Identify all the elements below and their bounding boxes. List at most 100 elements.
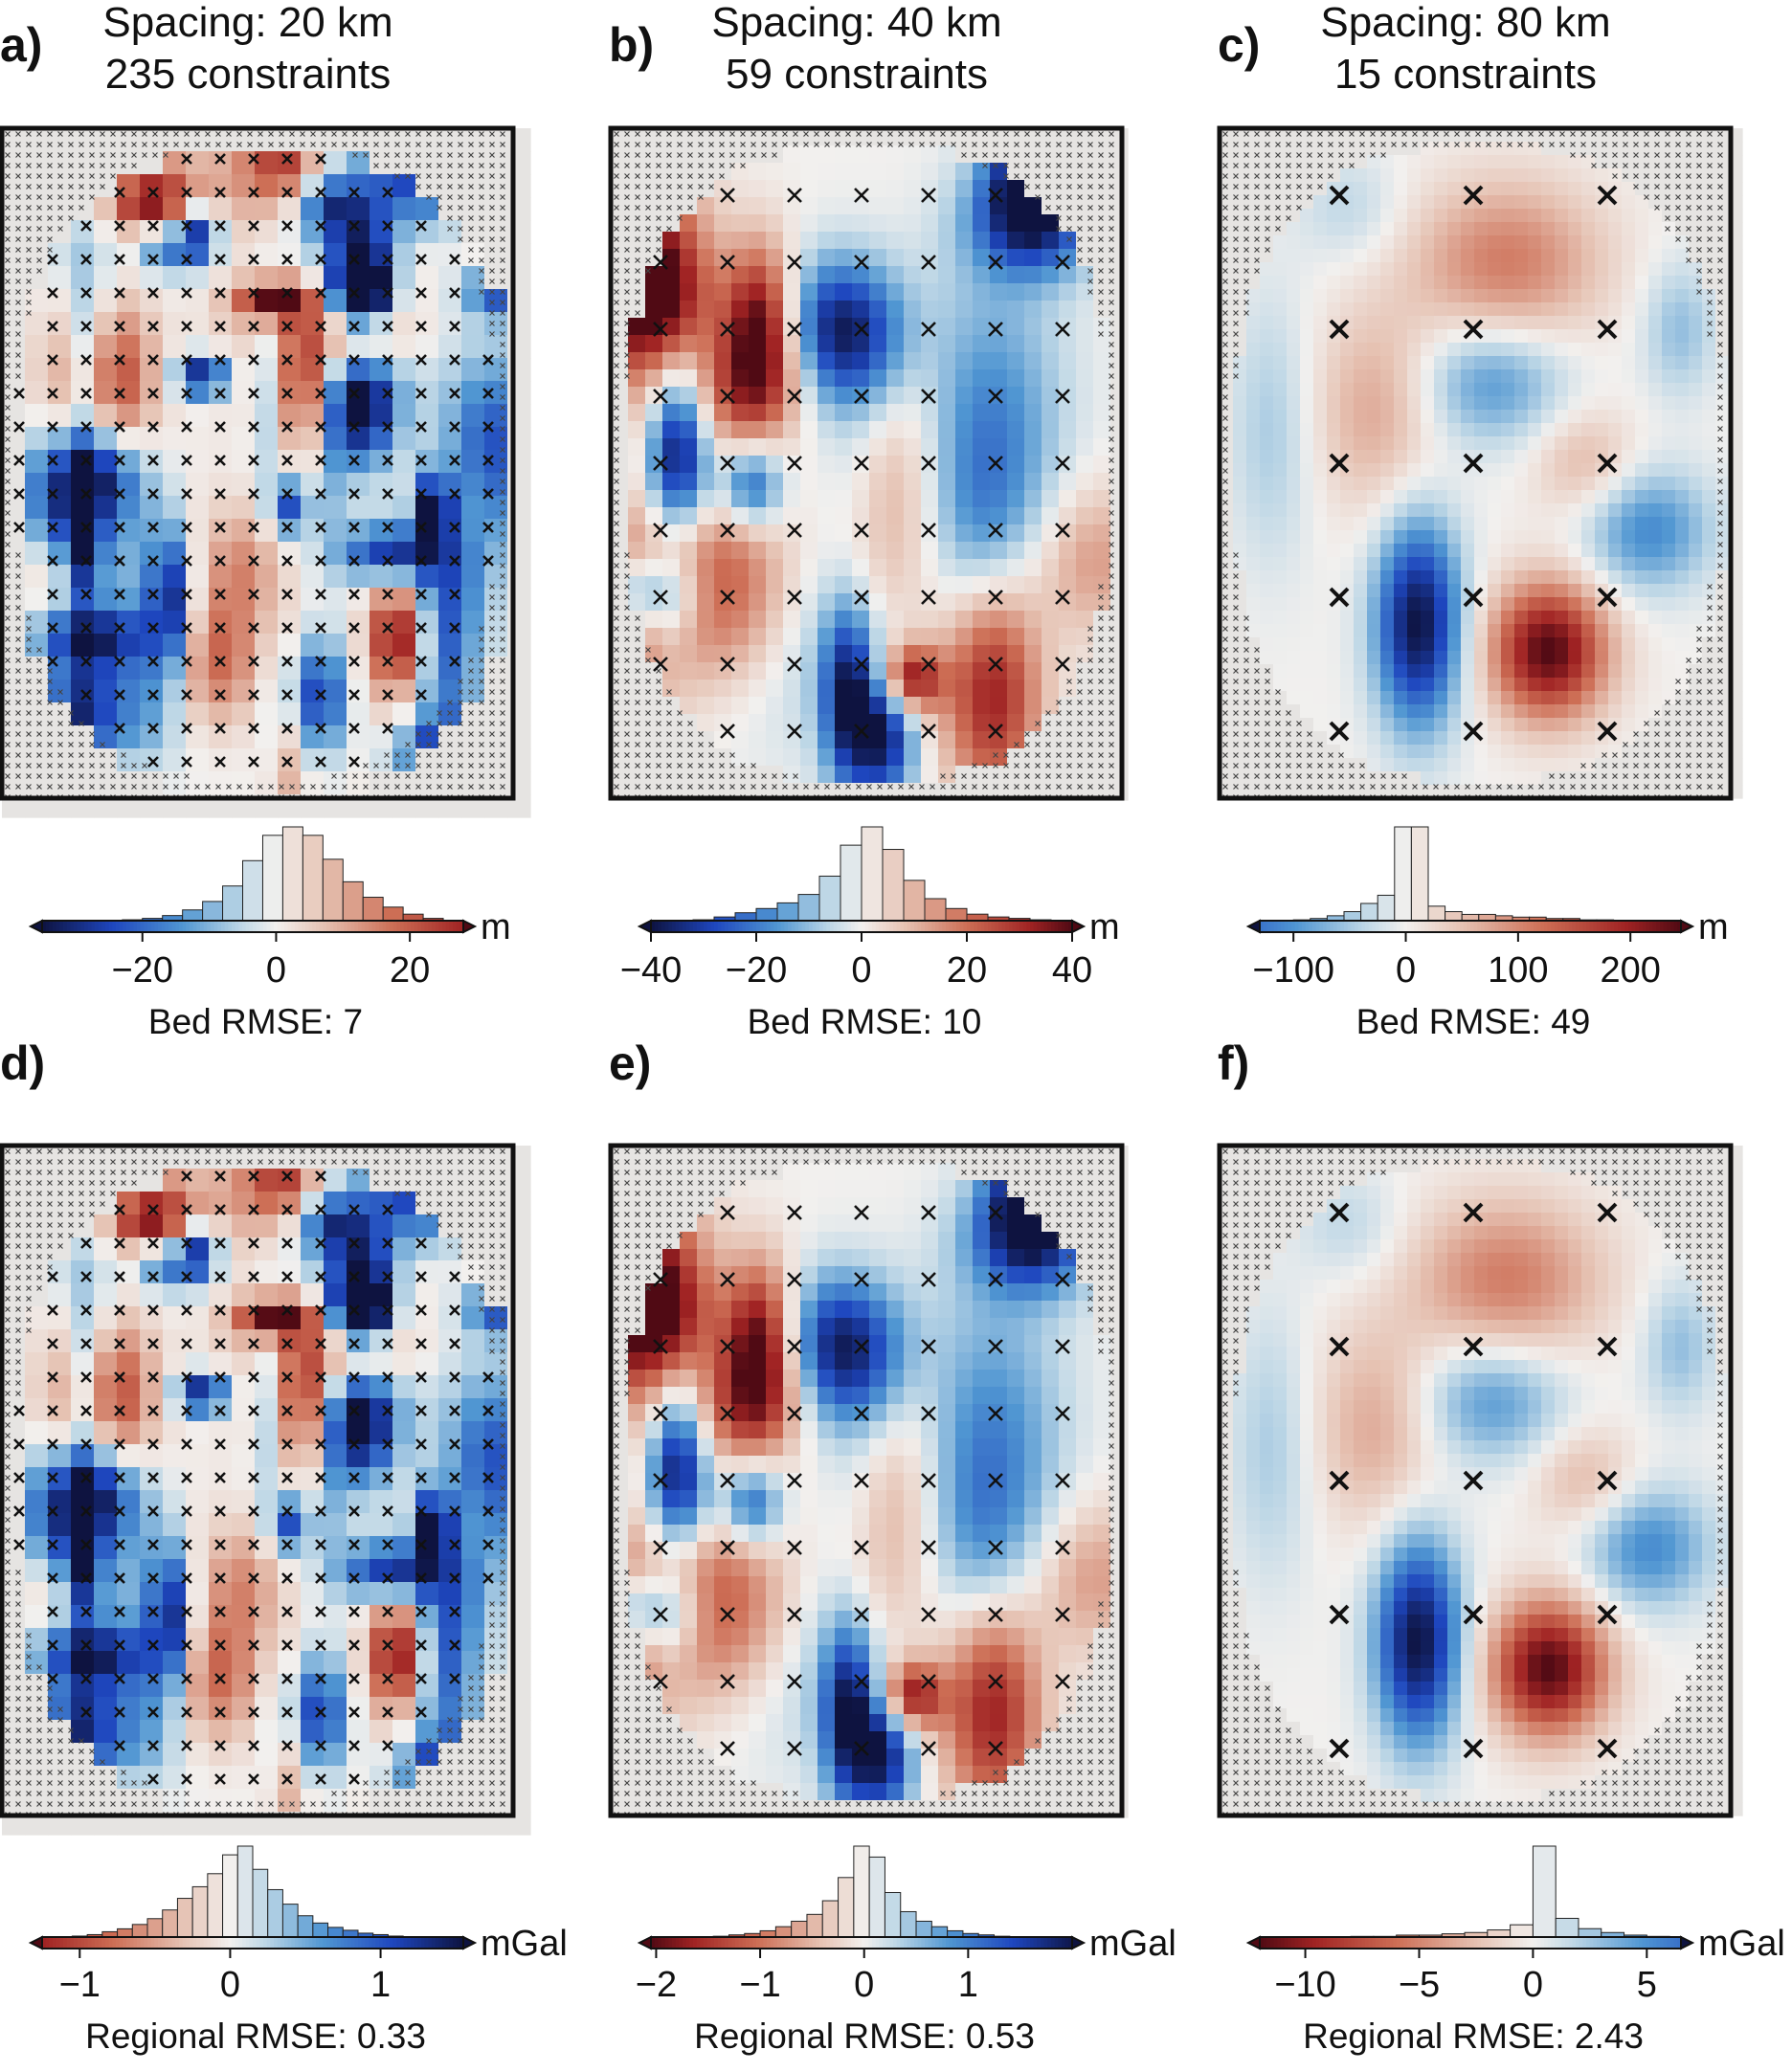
map-cell — [1007, 628, 1025, 646]
map-cell — [117, 496, 141, 520]
map-cell — [1447, 182, 1462, 196]
outside-cell — [611, 387, 629, 405]
map-cell — [392, 588, 416, 612]
map-cell — [766, 301, 784, 319]
map-cell — [1024, 352, 1042, 370]
outside-cell — [662, 145, 681, 164]
colorbar-segment — [267, 921, 271, 932]
colorbar-segment — [326, 921, 330, 932]
map-cell — [697, 507, 715, 525]
map-cell — [852, 283, 870, 301]
map — [611, 128, 1129, 801]
map-cell — [1568, 249, 1582, 263]
map-cell — [1059, 559, 1077, 577]
map-cell — [461, 565, 485, 589]
map-cell — [1662, 235, 1676, 250]
map-cell — [628, 369, 646, 388]
colorbar-segment — [186, 921, 190, 932]
map-cell — [1024, 662, 1042, 680]
map-cell — [680, 662, 698, 680]
map-cell — [209, 335, 233, 359]
map-cell — [163, 174, 187, 198]
map-cell — [645, 318, 663, 336]
map-cell — [766, 438, 784, 457]
map-cell — [163, 542, 187, 566]
map-cell — [731, 628, 750, 646]
map-cell — [783, 387, 801, 405]
map-cell — [370, 197, 393, 221]
colorbar-segment — [1047, 921, 1051, 932]
map-cell — [1076, 524, 1094, 543]
map-cell — [955, 576, 974, 594]
map-cell — [347, 289, 370, 313]
map-cell — [1354, 249, 1368, 263]
outside-cell — [461, 748, 485, 772]
map-cell — [1273, 276, 1288, 290]
map-cell — [1007, 662, 1025, 680]
map-cell — [628, 318, 646, 336]
map-cell — [955, 697, 974, 715]
map-cell — [1042, 283, 1060, 301]
map-cell — [990, 283, 1008, 301]
map-cell — [852, 301, 870, 319]
map-cell — [347, 702, 370, 726]
map — [2, 128, 531, 818]
map-cell — [347, 748, 370, 772]
map-cell — [714, 628, 732, 646]
map-cell — [628, 352, 646, 370]
map-cell — [1648, 235, 1663, 250]
map-cell — [886, 145, 905, 164]
map-cell — [766, 714, 784, 732]
map-cell — [818, 214, 836, 233]
map-cell — [869, 645, 887, 663]
map-cell — [25, 381, 49, 405]
map-cell — [990, 421, 1008, 439]
map-cell — [1007, 266, 1025, 284]
map-cell — [680, 593, 698, 612]
colorbar-segment — [879, 921, 883, 932]
map-cell — [1024, 318, 1042, 336]
outside-cell — [1300, 195, 1314, 210]
map-cell — [938, 369, 956, 388]
outside-cell — [1622, 168, 1636, 183]
map-cell — [461, 358, 485, 382]
map-cell — [783, 507, 801, 525]
map-cell — [1581, 249, 1596, 263]
outside-cell — [611, 283, 629, 301]
map-cell — [852, 559, 870, 577]
map-cell — [697, 318, 715, 336]
map-cell — [852, 232, 870, 250]
map-cell — [869, 249, 887, 267]
map-cell — [783, 163, 801, 181]
map-cell — [186, 771, 210, 795]
map-cell — [680, 628, 698, 646]
map-cell — [1007, 524, 1025, 543]
map-cell — [1076, 301, 1094, 319]
map-cell — [94, 266, 118, 290]
map-cell — [1093, 456, 1111, 474]
outside-cell — [1042, 714, 1060, 732]
map-cell — [140, 197, 164, 221]
map-cell — [680, 473, 698, 491]
colorbar-segment — [792, 921, 795, 932]
colorbar-segment — [457, 921, 460, 932]
outside-cell — [611, 507, 629, 525]
map-cell — [1024, 507, 1042, 525]
map-cell — [94, 657, 118, 680]
colorbar-segment — [190, 921, 193, 932]
colorbar-segment — [46, 921, 50, 932]
map-cell — [973, 335, 991, 353]
map-cell — [766, 335, 784, 353]
map-cell — [94, 634, 118, 657]
colorbar-segment — [351, 921, 355, 932]
map-cell — [1447, 168, 1462, 183]
map-cell — [886, 576, 905, 594]
map-cell — [835, 473, 853, 491]
map-cell — [117, 312, 141, 336]
map-cell — [1555, 262, 1569, 277]
colorbar-segment — [228, 921, 232, 932]
map-cell — [749, 214, 767, 233]
colorbar-segment — [369, 921, 372, 932]
map-cell — [800, 576, 818, 594]
map-cell — [955, 490, 974, 508]
